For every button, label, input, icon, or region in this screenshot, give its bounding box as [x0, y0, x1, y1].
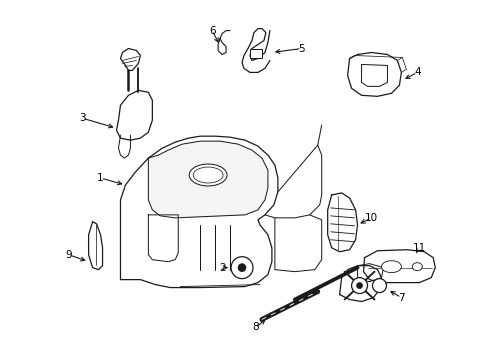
- Text: 1: 1: [97, 173, 103, 183]
- Polygon shape: [274, 215, 321, 272]
- Polygon shape: [327, 193, 357, 252]
- Polygon shape: [120, 136, 277, 288]
- Circle shape: [351, 278, 367, 293]
- Polygon shape: [116, 90, 152, 140]
- Text: 8: 8: [252, 323, 259, 332]
- Polygon shape: [88, 222, 102, 270]
- Ellipse shape: [381, 261, 401, 273]
- Polygon shape: [120, 49, 140, 71]
- Polygon shape: [148, 215, 178, 262]
- Text: 9: 9: [65, 250, 72, 260]
- Circle shape: [372, 279, 386, 293]
- Text: 3: 3: [79, 113, 86, 123]
- Text: 6: 6: [208, 26, 215, 36]
- Text: 7: 7: [397, 293, 404, 302]
- Polygon shape: [339, 266, 381, 302]
- Text: 4: 4: [413, 67, 420, 77]
- Polygon shape: [347, 53, 401, 96]
- Circle shape: [230, 257, 252, 279]
- Circle shape: [356, 283, 362, 289]
- Polygon shape: [218, 39, 225, 54]
- Ellipse shape: [189, 164, 226, 186]
- Ellipse shape: [411, 263, 422, 271]
- Text: 2: 2: [218, 263, 225, 273]
- Circle shape: [238, 264, 245, 272]
- Text: 10: 10: [364, 213, 377, 223]
- Text: 11: 11: [412, 243, 425, 253]
- Polygon shape: [363, 250, 434, 283]
- Polygon shape: [357, 264, 383, 282]
- Polygon shape: [148, 141, 267, 218]
- Polygon shape: [242, 28, 269, 72]
- FancyBboxPatch shape: [249, 49, 262, 58]
- Ellipse shape: [193, 167, 223, 183]
- Text: 5: 5: [298, 44, 305, 54]
